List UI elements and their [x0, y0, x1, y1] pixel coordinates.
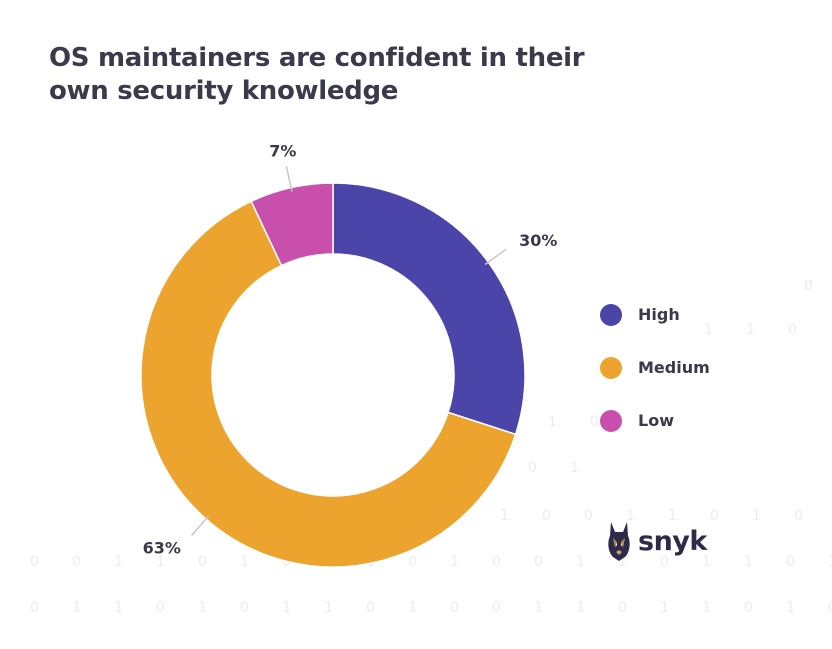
svg-text:1: 1: [282, 600, 291, 616]
svg-text:0: 0: [828, 600, 832, 616]
legend-label-high: High: [638, 305, 680, 324]
legend-label-low: Low: [638, 411, 674, 430]
svg-text:0: 0: [240, 600, 249, 616]
data-label-medium: 63%: [143, 539, 181, 558]
legend-item-low: Low: [600, 394, 710, 447]
svg-text:0: 0: [786, 554, 795, 570]
svg-text:0: 0: [492, 600, 501, 616]
svg-text:1: 1: [746, 322, 755, 338]
svg-text:1: 1: [704, 322, 713, 338]
svg-text:0: 0: [788, 322, 797, 338]
legend: High Medium Low: [600, 288, 710, 447]
slice-low: [250, 182, 334, 267]
svg-text:1: 1: [660, 600, 669, 616]
legend-label-medium: Medium: [638, 358, 710, 377]
svg-text:1: 1: [744, 554, 753, 570]
svg-text:0: 0: [660, 554, 669, 570]
legend-item-medium: Medium: [600, 341, 710, 394]
data-label-high: 30%: [519, 231, 557, 250]
data-label-low: 7%: [269, 142, 296, 161]
leader-line-low: [285, 165, 293, 192]
svg-text:1: 1: [114, 600, 123, 616]
svg-text:1: 1: [618, 554, 627, 570]
svg-text:0: 0: [528, 460, 537, 476]
slice-medium: [140, 200, 517, 568]
svg-text:1: 1: [576, 554, 585, 570]
svg-text:0: 0: [30, 554, 39, 570]
svg-text:0: 0: [794, 508, 803, 524]
svg-text:1: 1: [570, 460, 579, 476]
legend-item-high: High: [600, 288, 710, 341]
svg-text:0: 0: [156, 600, 165, 616]
svg-text:1: 1: [500, 508, 509, 524]
svg-text:1: 1: [702, 554, 711, 570]
svg-text:0: 0: [534, 554, 543, 570]
legend-swatch-high: [600, 303, 622, 326]
svg-text:0: 0: [408, 554, 417, 570]
svg-text:1: 1: [408, 600, 417, 616]
chart-title: OS maintainers are confident in their ow…: [49, 43, 585, 106]
svg-text:1: 1: [72, 600, 81, 616]
svg-text:1: 1: [786, 600, 795, 616]
svg-text:0: 0: [492, 554, 501, 570]
svg-text:1: 1: [828, 554, 832, 570]
slice-high: [332, 182, 526, 436]
svg-text:1: 1: [324, 600, 333, 616]
logo-text: snyk: [638, 525, 707, 557]
svg-text:0: 0: [618, 600, 627, 616]
svg-text:1: 1: [576, 600, 585, 616]
svg-text:1: 1: [626, 508, 635, 524]
leader-line-high: [484, 248, 507, 266]
svg-text:0: 0: [450, 600, 459, 616]
svg-text:1: 1: [156, 554, 165, 570]
svg-text:0: 0: [72, 554, 81, 570]
svg-text:1: 1: [668, 508, 677, 524]
legend-swatch-low: [600, 409, 622, 432]
snyk-logo: snyk: [606, 520, 707, 562]
svg-text:1: 1: [114, 554, 123, 570]
svg-text:0: 0: [710, 508, 719, 524]
svg-text:1: 1: [752, 508, 761, 524]
legend-swatch-medium: [600, 356, 622, 379]
svg-text:0: 0: [366, 600, 375, 616]
svg-text:0: 0: [542, 508, 551, 524]
svg-text:1: 1: [548, 414, 557, 430]
svg-text:1: 1: [450, 554, 459, 570]
svg-text:1: 1: [702, 600, 711, 616]
svg-text:0: 0: [590, 414, 599, 430]
svg-text:0: 0: [744, 600, 753, 616]
doberman-logo-icon: [608, 522, 630, 561]
svg-text:0: 0: [584, 508, 593, 524]
svg-text:1: 1: [534, 600, 543, 616]
leader-line-medium: [190, 515, 210, 537]
svg-text:1: 1: [830, 322, 832, 338]
svg-text:0: 0: [30, 600, 39, 616]
svg-text:0: 0: [198, 554, 207, 570]
svg-text:1: 1: [240, 554, 249, 570]
svg-text:0: 0: [804, 278, 813, 294]
svg-text:1: 1: [198, 600, 207, 616]
